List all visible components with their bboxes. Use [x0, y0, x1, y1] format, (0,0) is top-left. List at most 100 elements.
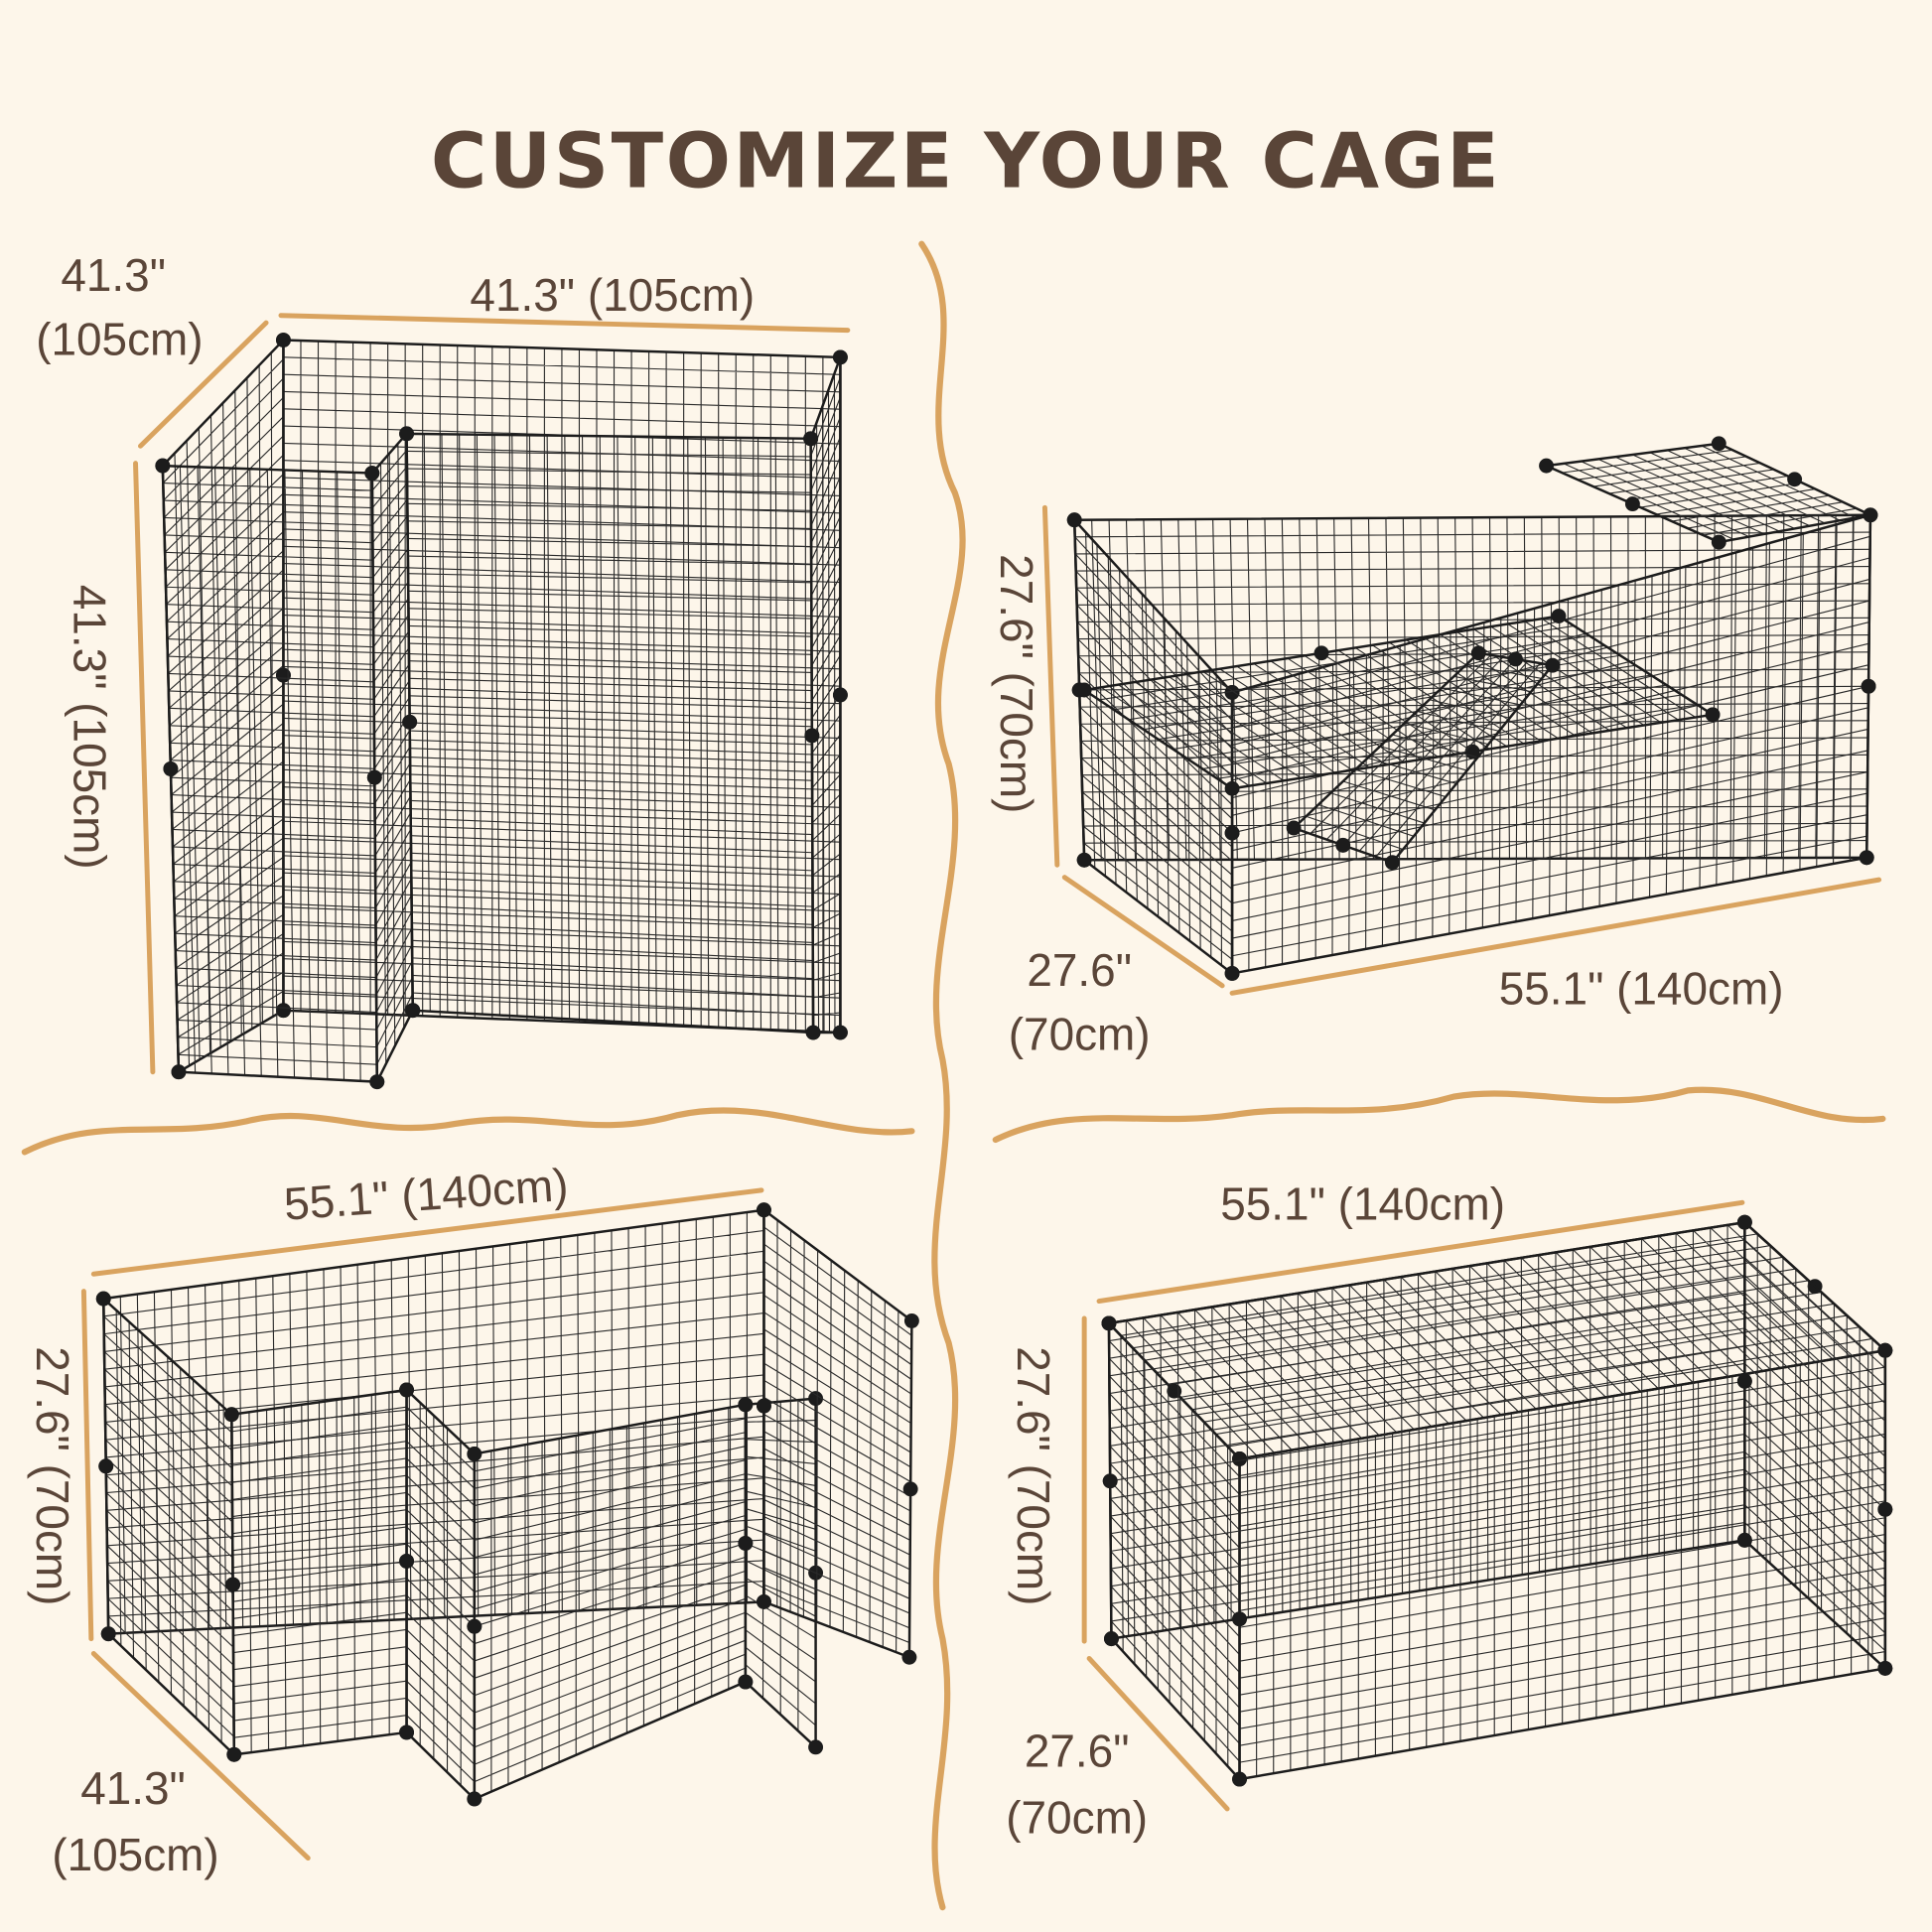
connector-icon: [98, 1458, 114, 1474]
connector-icon: [100, 1626, 116, 1642]
cage-config-4: 55.1" (140cm) 27.6" (70cm) 27.6" (70cm): [1006, 1178, 1893, 1844]
height-rule: [1041, 504, 1060, 868]
width-label: 41.3" (105cm): [470, 269, 755, 321]
connector-icon: [738, 1397, 754, 1413]
connector-icon: [1101, 1315, 1117, 1331]
connector-icon: [803, 431, 819, 447]
cage-drawing: [1101, 1214, 1893, 1787]
connector-icon: [1232, 1771, 1247, 1787]
connector-icon: [1711, 436, 1726, 452]
width-label: 55.1" (140cm): [1499, 962, 1784, 1014]
divider-bottom-right: [992, 1086, 1886, 1144]
connector-icon: [1286, 820, 1302, 836]
depth-inches-label: 27.6": [1025, 1725, 1130, 1777]
depth-inches-label: 27.6": [1027, 944, 1132, 996]
wire-grid-panel: [1306, 654, 1543, 858]
wire-grid-panel: [103, 1310, 235, 1743]
width-rule: [278, 313, 851, 334]
connector-icon: [1877, 1501, 1893, 1517]
connector-icon: [1066, 512, 1082, 528]
wire-grid-panel: [1239, 1353, 1885, 1777]
connector-icon: [1736, 1214, 1752, 1230]
connector-icon: [1224, 825, 1240, 841]
connector-icon: [757, 1202, 771, 1218]
divider-bottom-left: [21, 1107, 915, 1156]
connector-icon: [405, 1003, 421, 1019]
depth-cm-label: (105cm): [36, 313, 203, 364]
height-rule: [133, 461, 156, 1075]
depth-rule: [90, 1651, 311, 1862]
connector-icon: [832, 349, 848, 365]
connector-icon: [1104, 1631, 1119, 1647]
wire-grid-panel: [163, 466, 377, 1081]
connector-icon: [1551, 609, 1567, 623]
connector-icon: [399, 1382, 414, 1398]
connector-icon: [1224, 966, 1240, 981]
cage-drawing: [1066, 436, 1878, 981]
connector-icon: [808, 1739, 824, 1755]
connector-icon: [1076, 682, 1092, 698]
depth-cm-label: (105cm): [52, 1829, 218, 1880]
connector-icon: [738, 1674, 754, 1690]
connector-icon: [369, 1074, 385, 1090]
wire-grid-panel: [1231, 519, 1870, 971]
connector-icon: [402, 714, 418, 730]
connector-icon: [1863, 507, 1878, 523]
cage-drawing: [95, 1202, 919, 1807]
connector-icon: [804, 728, 820, 744]
connector-icon: [1861, 678, 1876, 694]
connector-icon: [1859, 850, 1874, 866]
depth-cm-label: (70cm): [1006, 1792, 1148, 1844]
height-rule: [80, 1289, 94, 1642]
depth-rule: [1061, 875, 1225, 989]
connector-icon: [163, 760, 179, 776]
connector-icon: [467, 1447, 483, 1461]
connector-icon: [95, 1291, 111, 1307]
cage-config-2: 27.6" (70cm) 27.6" (70cm) 55.1" (140cm): [991, 436, 1882, 1059]
width-rule: [1229, 877, 1882, 996]
depth-inches-label: 41.3": [61, 249, 166, 301]
page-title: CUSTOMIZE YOUR CAGE: [431, 118, 1501, 207]
wire-grid-panel: [1109, 1224, 1745, 1636]
connector-icon: [366, 769, 382, 785]
connector-icon: [1539, 458, 1554, 474]
connector-icon: [1313, 645, 1329, 661]
connector-icon: [276, 1003, 291, 1019]
wire-grid-panel: [810, 373, 841, 1034]
wire-grid-panel: [1743, 1233, 1886, 1657]
connector-icon: [1705, 707, 1721, 723]
connector-icon: [1232, 1450, 1247, 1466]
connector-icon: [832, 1025, 848, 1040]
wire-grid-panel: [283, 341, 841, 1033]
connector-icon: [1711, 534, 1726, 550]
wire-grid-panel: [745, 1400, 816, 1731]
connector-icon: [738, 1535, 754, 1551]
connector-icon: [1624, 496, 1640, 512]
cage-config-1: 41.3" (105cm) 41.3" (105cm) 41.3" (105cm…: [36, 249, 851, 1090]
connector-icon: [171, 1064, 187, 1080]
connector-icon: [832, 687, 848, 703]
connector-icon: [399, 1553, 414, 1569]
connector-icon: [1787, 472, 1803, 487]
connector-icon: [808, 1391, 824, 1407]
connector-icon: [1335, 837, 1351, 853]
connector-icon: [1470, 645, 1486, 661]
connector-icon: [757, 1593, 771, 1609]
wire-grid-panel: [1074, 532, 1233, 966]
wire-grid-panel: [1108, 1335, 1240, 1767]
connector-icon: [223, 1407, 239, 1423]
connector-icon: [1877, 1660, 1893, 1676]
wire-grid-panel: [474, 1407, 747, 1792]
connector-icon: [276, 333, 291, 347]
depth-inches-label: 41.3": [80, 1762, 186, 1814]
connector-icon: [1736, 1373, 1752, 1389]
connector-icon: [399, 1725, 414, 1740]
connector-icon: [155, 458, 171, 474]
vertical-divider: [918, 240, 966, 1911]
wire-grid-panel: [406, 434, 814, 1033]
wire-grid-panel: [231, 1392, 407, 1753]
connector-icon: [225, 1577, 241, 1592]
connector-icon: [1545, 657, 1561, 673]
depth-rule: [1086, 1656, 1230, 1812]
